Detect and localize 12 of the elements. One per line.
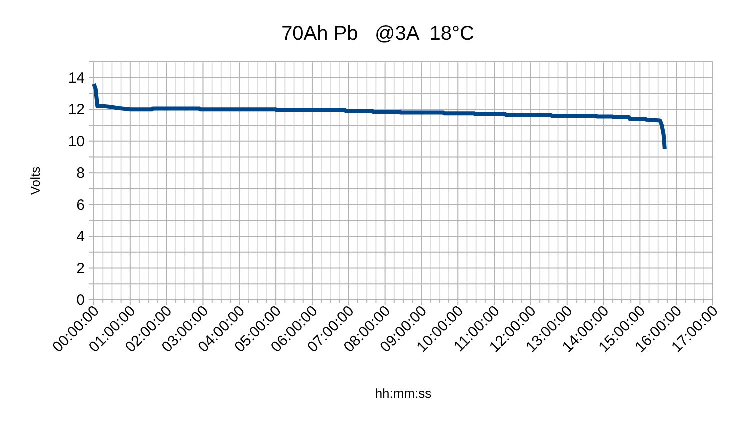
y-axis-title: Volts: [28, 166, 43, 196]
y-tick-label: 14: [68, 70, 85, 87]
chart-title: 70Ah Pb @3A 18°C: [282, 23, 474, 45]
y-tick-label: 0: [76, 292, 85, 309]
y-tick-label: 4: [76, 228, 85, 246]
y-tick-label: 10: [68, 133, 85, 150]
line-series: [92, 82, 667, 152]
y-tick-label: 6: [76, 196, 85, 214]
x-axis-title: hh:mm:ss: [375, 386, 432, 401]
y-tick-label: 8: [76, 165, 85, 182]
y-tick-label: 12: [68, 102, 85, 119]
y-tick-label: 2: [76, 260, 85, 278]
